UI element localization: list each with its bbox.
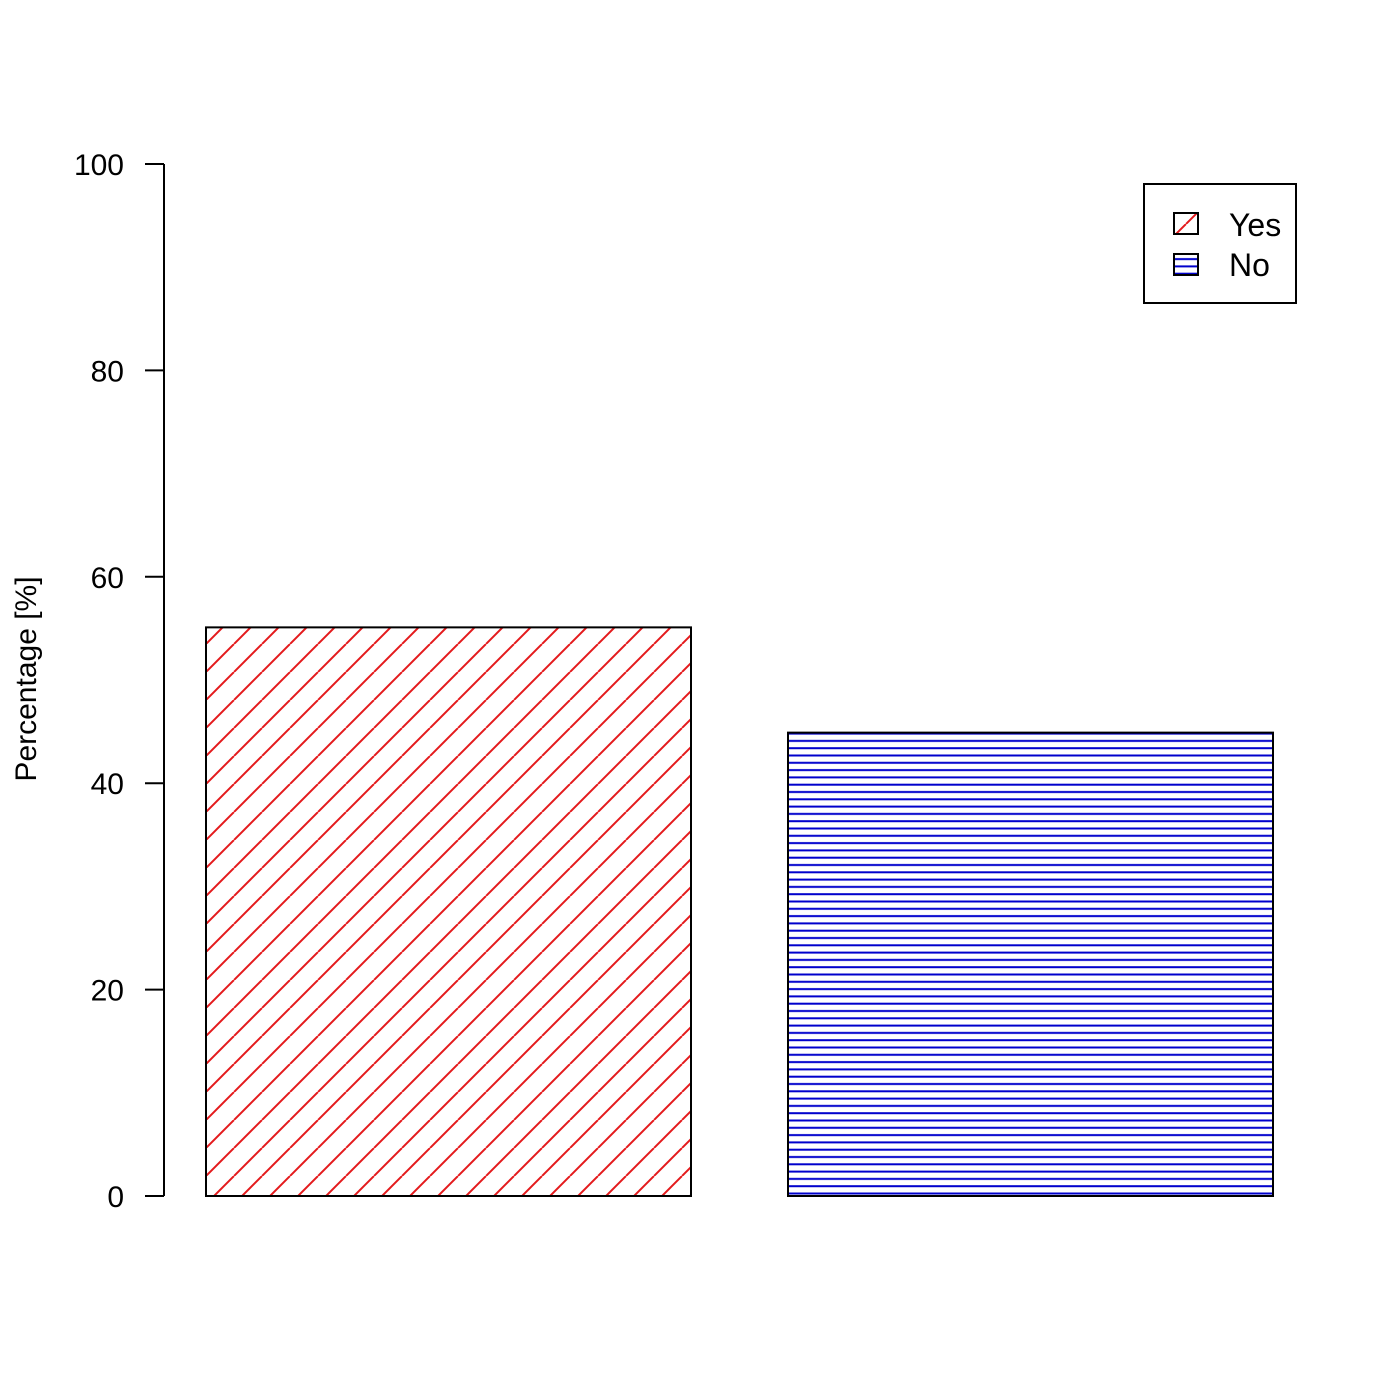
y-tick-label: 0: [107, 1181, 124, 1214]
y-tick-label: 60: [91, 562, 124, 595]
y-tick-label: 100: [74, 149, 124, 182]
legend-label-no: No: [1229, 247, 1270, 283]
bar-yes: [205, 626, 692, 1197]
bars: [205, 626, 1274, 1198]
y-axis-label: Percentage [%]: [10, 576, 43, 781]
legend-label-yes: Yes: [1229, 207, 1281, 243]
bar-no: [787, 731, 1274, 1198]
y-axis: 0 20 40 60 80 100: [74, 149, 165, 1214]
y-tick-label: 40: [91, 768, 124, 801]
legend-swatch-yes: [1173, 212, 1199, 235]
legend-box: [1143, 183, 1297, 304]
y-tick-label: 20: [91, 975, 124, 1008]
y-tick-label: 80: [91, 355, 124, 388]
legend-swatch-no: [1173, 253, 1199, 276]
legend: Yes No: [1143, 183, 1297, 304]
